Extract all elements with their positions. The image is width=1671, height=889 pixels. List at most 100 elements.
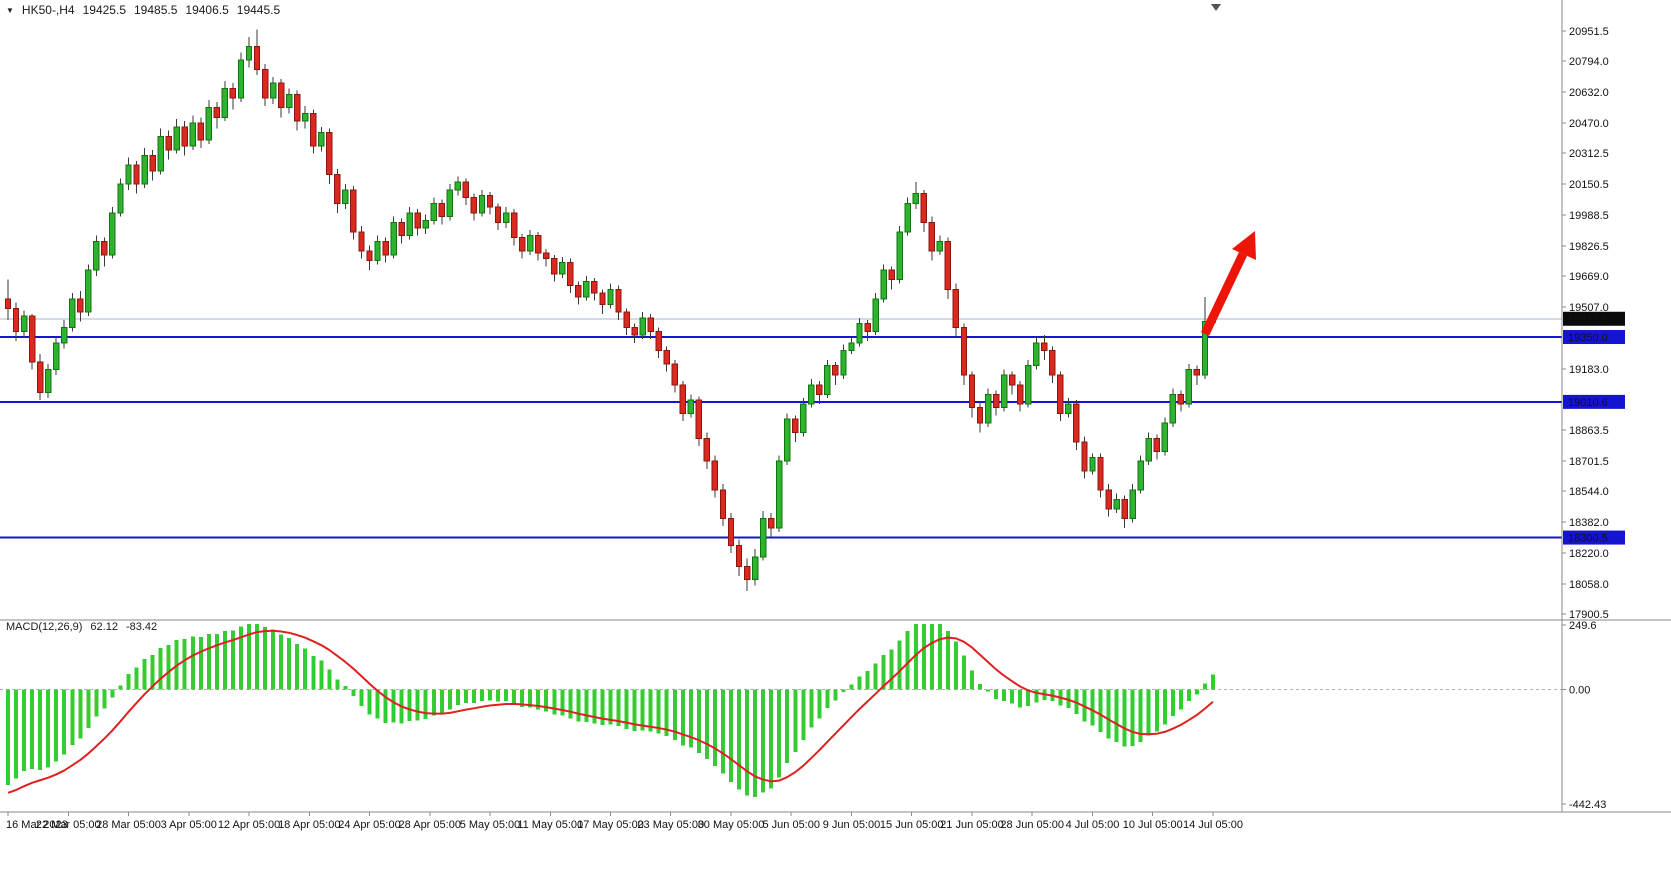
candle [976,401,984,433]
candle [759,510,767,561]
time-axis-label: 17 May 05:00 [577,819,644,831]
macd-bar [134,667,139,690]
candle [647,314,654,339]
macd-bar [30,689,35,770]
macd-bar [1026,689,1031,707]
price-axis[interactable]: 20951.5 20794.0 20632.0 20470.0 20312.5 20150… [1562,26,1609,621]
macd-bar [640,689,645,731]
time-axis-label: 10 Jul 05:00 [1123,819,1183,831]
ohlc-high: 19485.5 [134,3,178,17]
macd-bar [311,655,316,690]
price-axis-label: 20150.5 [1569,179,1609,191]
candle [856,317,863,347]
macd-bar [488,689,493,701]
ohlc-low: 19406.5 [185,3,229,17]
macd-bar [463,689,468,704]
macd-bar [632,689,637,732]
candle [880,264,887,303]
macd-bar [471,689,476,703]
macd-bar [528,689,533,708]
current-price-badge: 19445.5 [1563,311,1625,326]
candle [510,208,518,246]
time-axis-label: 18 Apr 05:00 [278,819,340,831]
candle [1105,484,1112,517]
candle [1041,335,1048,360]
candle [4,279,12,320]
candle [1049,346,1056,383]
candle [334,168,341,213]
chart-shift-marker-icon[interactable] [1211,4,1221,11]
time-axis-label: 5 Jun 05:00 [762,819,820,831]
candle [775,455,783,532]
macd-bar [1202,683,1207,690]
candle [358,226,365,259]
time-axis-label: 28 Apr 05:00 [399,819,461,831]
candle [591,277,598,301]
candle [229,82,237,110]
time-axis-label: 23 May 05:00 [637,819,704,831]
macd-bar [1138,689,1143,742]
candle [615,285,622,320]
macd-bar [1114,689,1119,743]
macd-bar [592,689,597,724]
macd-bar [961,655,966,690]
macd-bar [986,689,991,692]
macd-bar [793,689,798,753]
candle [944,237,952,299]
price-axis-label: 20470.0 [1569,118,1609,130]
macd-bar [375,689,380,719]
macd-bar [367,689,372,715]
macd-main-value: 62.12 [90,621,118,633]
macd-bar [335,679,340,690]
candle [205,100,213,145]
macd-bar [865,671,870,690]
time-axis-label: 28 Mar 05:00 [96,819,161,831]
candle [1097,453,1104,498]
candle [872,293,879,336]
candle [366,245,373,271]
ohlc-open: 19425.5 [82,3,126,17]
trend-arrow[interactable] [1200,231,1256,336]
price-axis-label: 18382.0 [1569,517,1609,529]
macd-bar [279,634,284,690]
candle [816,380,823,404]
price-axis-label: 18701.5 [1569,456,1609,468]
support-resistance-lines[interactable] [0,336,1562,539]
macd-axis-label: 249.6 [1569,620,1597,632]
hline-price-badge: 19010.6 [1563,394,1625,409]
svg-text:19010.6: 19010.6 [1568,397,1608,409]
candle [181,121,188,156]
macd-bar [46,689,51,768]
candle [294,90,301,131]
macd-axis[interactable]: 249.6 0.00 -442.43 [1562,620,1606,811]
candle [149,149,156,181]
candle [269,77,277,104]
candle [784,413,791,466]
time-axis-label: 4 Jul 05:00 [1066,819,1120,831]
macd-bar [407,689,412,722]
macd-bar [206,634,211,690]
candle [679,380,686,422]
candle [920,189,927,232]
macd-bar [801,689,806,740]
macd-bar [102,689,107,709]
candle [261,63,269,106]
price-axis-label: 20632.0 [1569,87,1609,99]
candle [1008,371,1016,395]
candle [1089,453,1096,475]
candle [735,539,743,576]
macd-name: MACD(12,26,9) [6,621,83,633]
macd-bar [158,648,163,690]
macd-bar [969,670,974,690]
candle [390,216,397,259]
candles-layer [4,29,1217,592]
candle [213,101,221,129]
macd-bar [319,660,324,690]
symbol-marker-icon: ▼ [6,5,14,15]
macd-bar [166,644,171,690]
candle [671,359,678,393]
macd-bar [38,689,43,771]
candle [543,249,550,267]
